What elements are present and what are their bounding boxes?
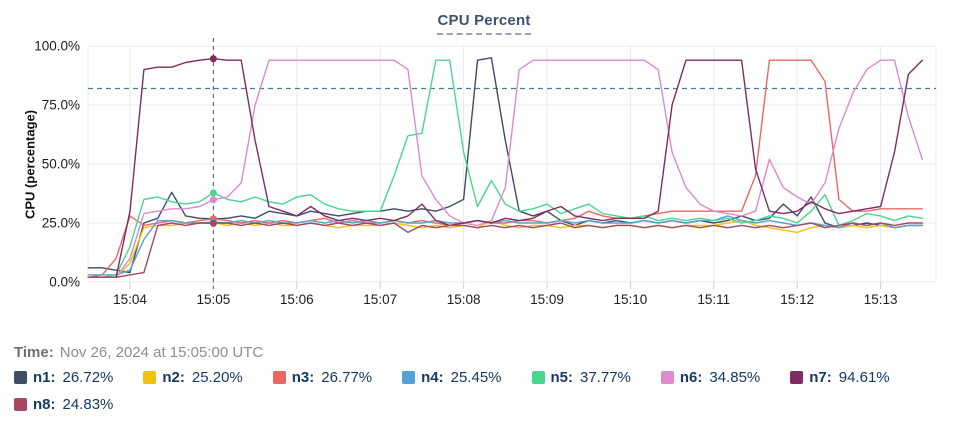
legend-value-n5: 37.77%: [580, 369, 631, 386]
y-tick-label: 75.0%: [42, 98, 80, 113]
legend-swatch-n7: [790, 371, 804, 384]
legend-label-n1: n1:: [33, 369, 56, 386]
time-label: Time:: [14, 344, 54, 361]
legend-label-n7: n7:: [809, 369, 832, 386]
series-line-n7: [87, 58, 923, 279]
crosshair-marker-n5: [209, 189, 217, 197]
x-tick-label: 15:12: [780, 292, 814, 307]
legend-swatch-n8: [14, 398, 27, 411]
y-tick-label: 100.0%: [34, 39, 80, 54]
legend-value-n4: 25.45%: [450, 369, 502, 386]
legend-item-n8[interactable]: n8: 24.83%: [14, 396, 113, 413]
crosshair-marker-n8: [209, 219, 217, 227]
legend-item-n6[interactable]: n6: 34.85%: [660, 369, 761, 386]
series-line-n8: [87, 222, 923, 279]
time-value: Nov 26, 2024 at 15:05:00 UTC: [59, 344, 264, 361]
series-line-n3: [87, 59, 923, 279]
legend-item-n4[interactable]: n4: 25.45%: [402, 369, 502, 386]
crosshair-marker-n6: [209, 196, 217, 204]
x-tick-label: 15:07: [363, 292, 397, 307]
chart-title-row: CPU Percent: [0, 12, 968, 35]
series-line-n1: [87, 57, 923, 274]
y-tick-label: 0.0%: [49, 275, 80, 290]
cpu-line-chart[interactable]: 15:04 15:05 15:06 15:07 15:08 15:09 15:10 15:11…: [0, 36, 968, 318]
series-line-n5: [87, 59, 923, 279]
series-line-n2: [87, 219, 923, 279]
legend-label-n6: n6:: [679, 369, 703, 386]
legend-item-n5[interactable]: n5: 37.77%: [531, 369, 631, 386]
legend-swatch-n6: [660, 371, 674, 384]
y-tick-label: 50.0%: [42, 157, 80, 172]
x-tick-label: 15:13: [864, 292, 898, 307]
legend-label-n8: n8:: [33, 396, 56, 413]
legend-value-n7: 94.61%: [838, 369, 890, 386]
legend-value-n3: 26.77%: [321, 369, 373, 386]
crosshair-marker-n7: [209, 55, 217, 63]
chart-title[interactable]: CPU Percent: [437, 12, 531, 35]
legend-label-n4: n4:: [421, 369, 444, 386]
legend-swatch-n4: [402, 371, 416, 384]
x-tick-label: 15:09: [530, 292, 564, 307]
legend-swatch-n3: [272, 371, 286, 384]
x-tick-label: 15:08: [447, 292, 481, 307]
legend-value-n8: 24.83%: [62, 396, 114, 413]
legend-swatch-n1: [14, 371, 27, 384]
time-row: Time: Nov 26, 2024 at 15:05:00 UTC: [14, 344, 263, 361]
x-tick-label: 15:05: [197, 292, 231, 307]
y-tick-label: 25.0%: [42, 216, 80, 231]
legend-item-n3[interactable]: n3: 26.77%: [272, 369, 373, 386]
legend-value-n2: 25.20%: [191, 369, 243, 386]
x-tick-label: 15:10: [614, 292, 648, 307]
legend-value-n6: 34.85%: [709, 369, 761, 386]
legend-label-n3: n3:: [291, 369, 315, 386]
x-tick-label: 15:11: [697, 292, 730, 307]
legend-label-n5: n5:: [550, 369, 574, 386]
legend: n1: 26.72% n2: 25.20% n3: 26.77% n4: 25.45% n5: 3…: [14, 369, 954, 413]
legend-swatch-n5: [531, 371, 545, 384]
x-tick-label: 15:06: [280, 292, 314, 307]
legend-swatch-n2: [143, 371, 157, 384]
x-tick-label: 15:04: [113, 292, 147, 307]
legend-item-n1[interactable]: n1: 26.72%: [14, 369, 113, 386]
series-line-n6: [87, 59, 923, 279]
legend-item-n2[interactable]: n2: 25.20%: [143, 369, 243, 386]
legend-label-n2: n2:: [162, 369, 185, 386]
legend-item-n7[interactable]: n7: 94.61%: [790, 369, 890, 386]
legend-value-n1: 26.72%: [62, 369, 114, 386]
